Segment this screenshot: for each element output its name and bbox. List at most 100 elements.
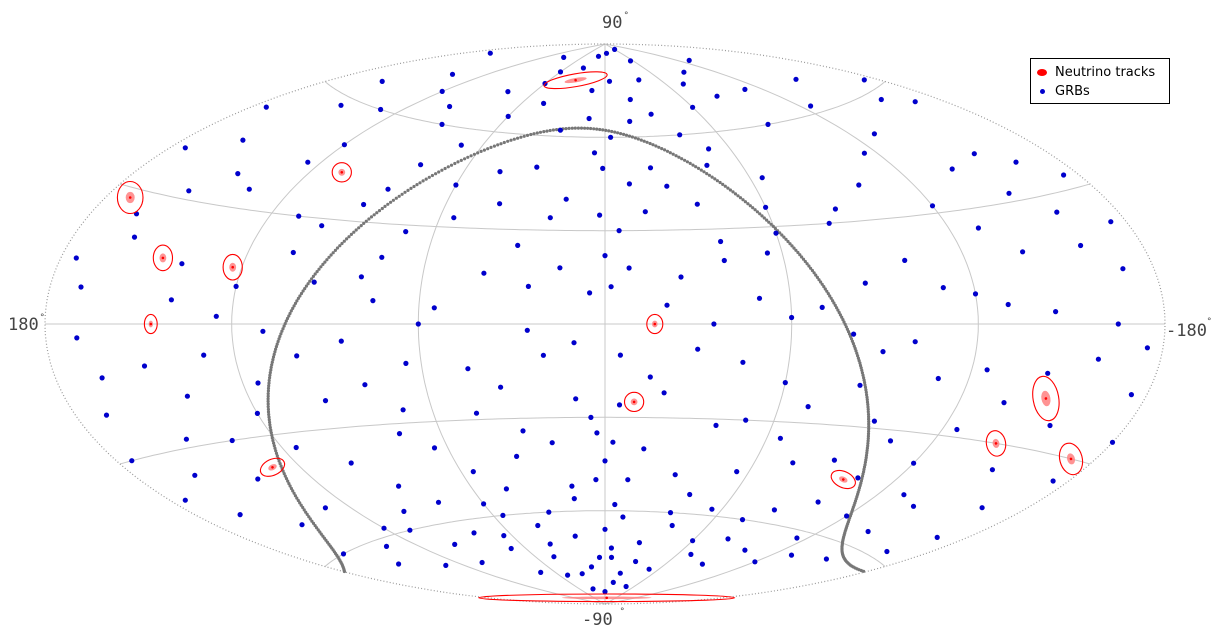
- galactic-plane-point: [284, 319, 288, 323]
- galactic-plane-point: [267, 415, 271, 419]
- galactic-plane-point: [573, 126, 577, 130]
- galactic-plane-point: [866, 441, 870, 445]
- galactic-plane-point: [466, 155, 470, 159]
- grb-point: [1115, 321, 1121, 327]
- grb-point: [103, 412, 110, 418]
- galactic-plane-point: [846, 330, 851, 334]
- galactic-plane-point: [394, 196, 398, 200]
- grb-point: [694, 201, 700, 207]
- galactic-plane-point: [570, 126, 574, 130]
- galactic-plane-point: [567, 126, 571, 130]
- galactic-plane-point: [762, 216, 766, 220]
- galactic-plane-point: [765, 218, 769, 222]
- grb-point: [497, 201, 503, 207]
- grb-point: [179, 261, 185, 267]
- galactic-plane-point: [266, 397, 270, 401]
- galactic-plane-point: [864, 453, 869, 457]
- galactic-plane-point: [359, 224, 363, 228]
- galactic-plane-point: [866, 407, 870, 411]
- grb-point: [690, 104, 696, 110]
- galactic-plane-point: [427, 175, 431, 179]
- neutrino-track: [985, 430, 1007, 457]
- legend-label-tracks: Neutrino tracks: [1055, 65, 1156, 80]
- galactic-plane-point: [440, 168, 444, 172]
- grb-point: [514, 453, 520, 459]
- lat-top-degree: °: [624, 11, 629, 21]
- grb-point: [396, 431, 403, 437]
- galactic-plane-point: [409, 186, 413, 190]
- grb-point: [569, 483, 575, 489]
- galactic-plane-point: [270, 433, 274, 437]
- galactic-plane-point: [268, 423, 272, 427]
- galactic-plane-point: [283, 322, 287, 326]
- lat-bottom-degree: °: [620, 607, 625, 617]
- grb-point: [186, 188, 192, 194]
- grb-point: [403, 229, 409, 235]
- galactic-plane-point: [274, 345, 278, 349]
- galactic-plane-point: [671, 152, 675, 156]
- galactic-plane-point: [654, 144, 658, 148]
- galactic-plane-point: [502, 140, 506, 145]
- grb-point: [782, 380, 788, 386]
- grb-point: [606, 78, 613, 84]
- galactic-plane-point: [746, 202, 750, 206]
- galactic-plane-point: [826, 292, 830, 296]
- legend-item-grbs: GRBs: [1037, 84, 1090, 99]
- grb-point: [857, 382, 863, 388]
- galactic-plane-point: [741, 198, 745, 202]
- track-error-ellipse: [543, 71, 608, 90]
- galactic-plane-point: [486, 147, 490, 151]
- galactic-plane-point: [372, 213, 376, 217]
- grb-point: [819, 304, 825, 310]
- grb-point: [451, 215, 457, 221]
- grb-point: [901, 492, 907, 498]
- grb-point: [862, 280, 868, 286]
- galactic-plane-point: [836, 308, 840, 312]
- galactic-plane-point: [446, 165, 450, 169]
- galactic-plane-point: [275, 454, 279, 458]
- grb-point: [1109, 439, 1116, 445]
- galactic-plane-point: [677, 155, 681, 159]
- galactic-plane-point: [867, 424, 871, 428]
- grb-point: [647, 374, 653, 380]
- grb-point: [788, 552, 795, 558]
- galactic-plane-point: [803, 259, 807, 264]
- galactic-plane-point: [266, 402, 270, 406]
- grb-point: [633, 558, 639, 565]
- galactic-plane-point: [319, 265, 323, 269]
- grb-point: [505, 113, 511, 119]
- galactic-plane-point: [696, 166, 701, 170]
- galactic-plane-point: [829, 296, 833, 300]
- grb-point: [805, 404, 811, 410]
- galactic-plane-point: [665, 149, 670, 153]
- grb-point: [465, 366, 471, 372]
- galactic-plane-point: [304, 284, 308, 288]
- grb-point: [626, 181, 633, 187]
- galactic-plane-point: [269, 431, 273, 435]
- galactic-plane-point: [858, 361, 862, 365]
- grb-point: [479, 559, 485, 566]
- galactic-plane-point: [595, 127, 599, 131]
- grb-point: [1054, 209, 1060, 215]
- galactic-plane-point: [856, 354, 860, 358]
- grb-point: [612, 501, 618, 508]
- galactic-plane-point: [815, 275, 820, 279]
- grb-point: [379, 254, 385, 260]
- grb-point: [627, 96, 633, 103]
- grb-point: [580, 65, 587, 71]
- galactic-plane-point: [342, 239, 346, 243]
- grb-point: [871, 418, 878, 424]
- galactic-plane-point: [645, 140, 649, 144]
- grb-point: [794, 535, 800, 541]
- galactic-plane-point: [367, 217, 371, 221]
- galactic-plane-point: [364, 219, 368, 223]
- galactic-plane-point: [277, 459, 281, 463]
- galactic-plane-point: [449, 163, 454, 167]
- galactic-plane-point: [758, 212, 762, 216]
- galactic-plane-point: [296, 498, 300, 503]
- grb-point: [263, 104, 269, 110]
- galactic-plane-point: [492, 144, 496, 148]
- galactic-plane-point: [866, 412, 871, 416]
- galactic-plane-point: [268, 371, 272, 375]
- grb-point: [759, 175, 765, 181]
